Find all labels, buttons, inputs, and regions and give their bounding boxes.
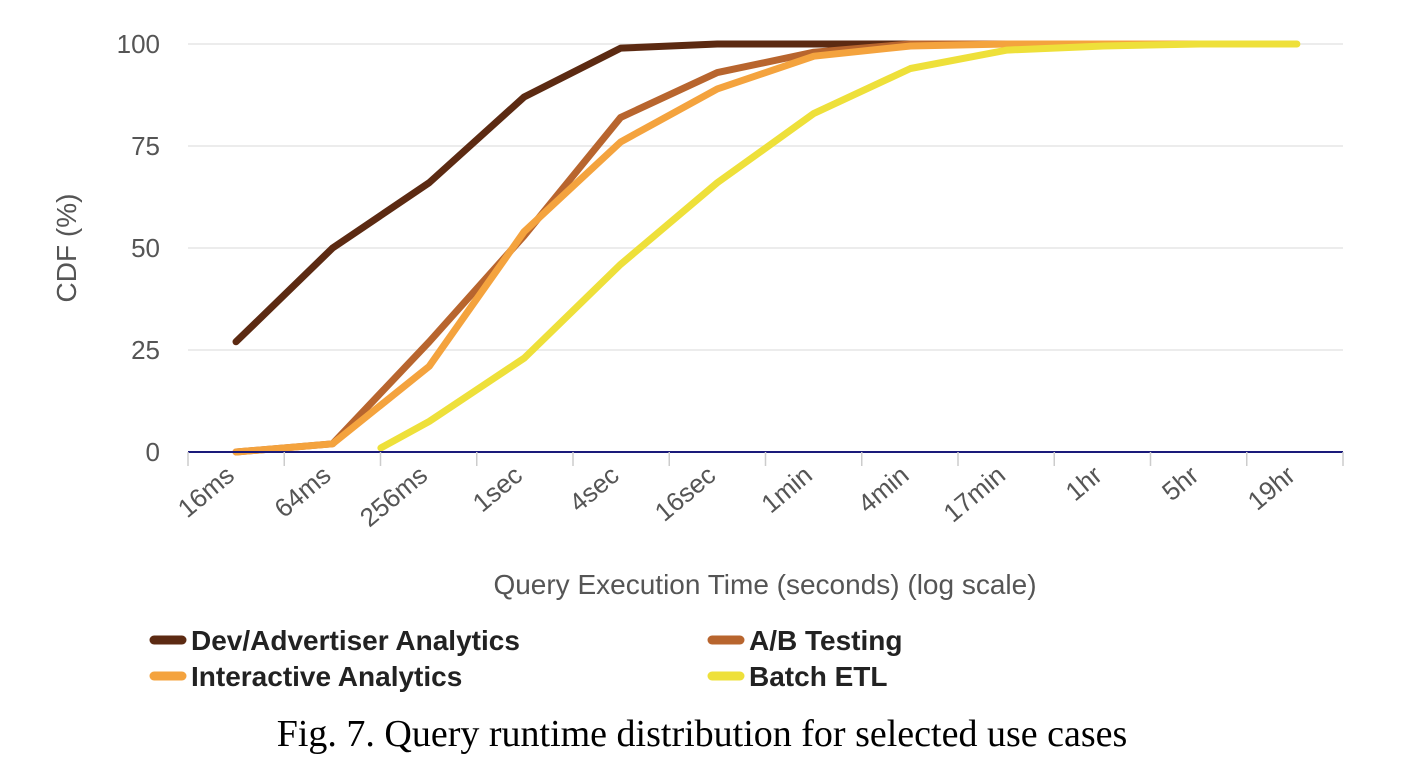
series-line: [232, 40, 1204, 456]
x-tick-label: 1hr: [1060, 459, 1108, 506]
y-tick-label: 75: [131, 131, 160, 161]
series-line: [377, 40, 1301, 452]
x-tick-label: 4min: [852, 460, 914, 519]
y-tick-labels: 0 25 50 75 100: [117, 29, 160, 467]
x-tick-label: 64ms: [268, 460, 336, 524]
legend-label: A/B Testing: [749, 625, 902, 656]
x-tick-label: 16ms: [172, 460, 240, 524]
x-tick-label: 256ms: [354, 460, 433, 533]
legend-label: Batch ETL: [749, 661, 887, 692]
x-tick-label: 1sec: [467, 460, 528, 518]
x-tick-label: 17min: [937, 460, 1011, 529]
x-tick-label: 1min: [755, 460, 817, 519]
gridlines: [188, 43, 1343, 351]
x-tick-label: 16sec: [649, 460, 721, 528]
x-axis-title: Query Execution Time (seconds) (log scal…: [493, 569, 1036, 600]
y-tick-label: 50: [131, 233, 160, 263]
x-tick-label: 5hr: [1156, 459, 1204, 506]
x-tick-label: 4sec: [563, 460, 624, 518]
cdf-chart: 0 25 50 75 100 16ms 64ms 256ms 1sec 4sec 16sec 1mi…: [51, 29, 1344, 692]
x-axis: [187, 451, 1344, 466]
legend: Dev/Advertiser Analytics A/B Testing Inter…: [149, 625, 902, 692]
series-lines: [232, 40, 1301, 456]
legend-label: Interactive Analytics: [191, 661, 462, 692]
legend-label: Dev/Advertiser Analytics: [191, 625, 520, 656]
x-tick-label: 19hr: [1242, 459, 1301, 516]
figure-caption: Fig. 7. Query runtime distribution for s…: [276, 713, 1128, 755]
y-axis-title: CDF (%): [51, 194, 82, 303]
x-tick-labels: 16ms 64ms 256ms 1sec 4sec 16sec 1min 4min 17min 1…: [172, 459, 1301, 532]
y-tick-label: 25: [131, 335, 160, 365]
y-tick-label: 0: [146, 437, 160, 467]
y-tick-label: 100: [117, 29, 160, 59]
